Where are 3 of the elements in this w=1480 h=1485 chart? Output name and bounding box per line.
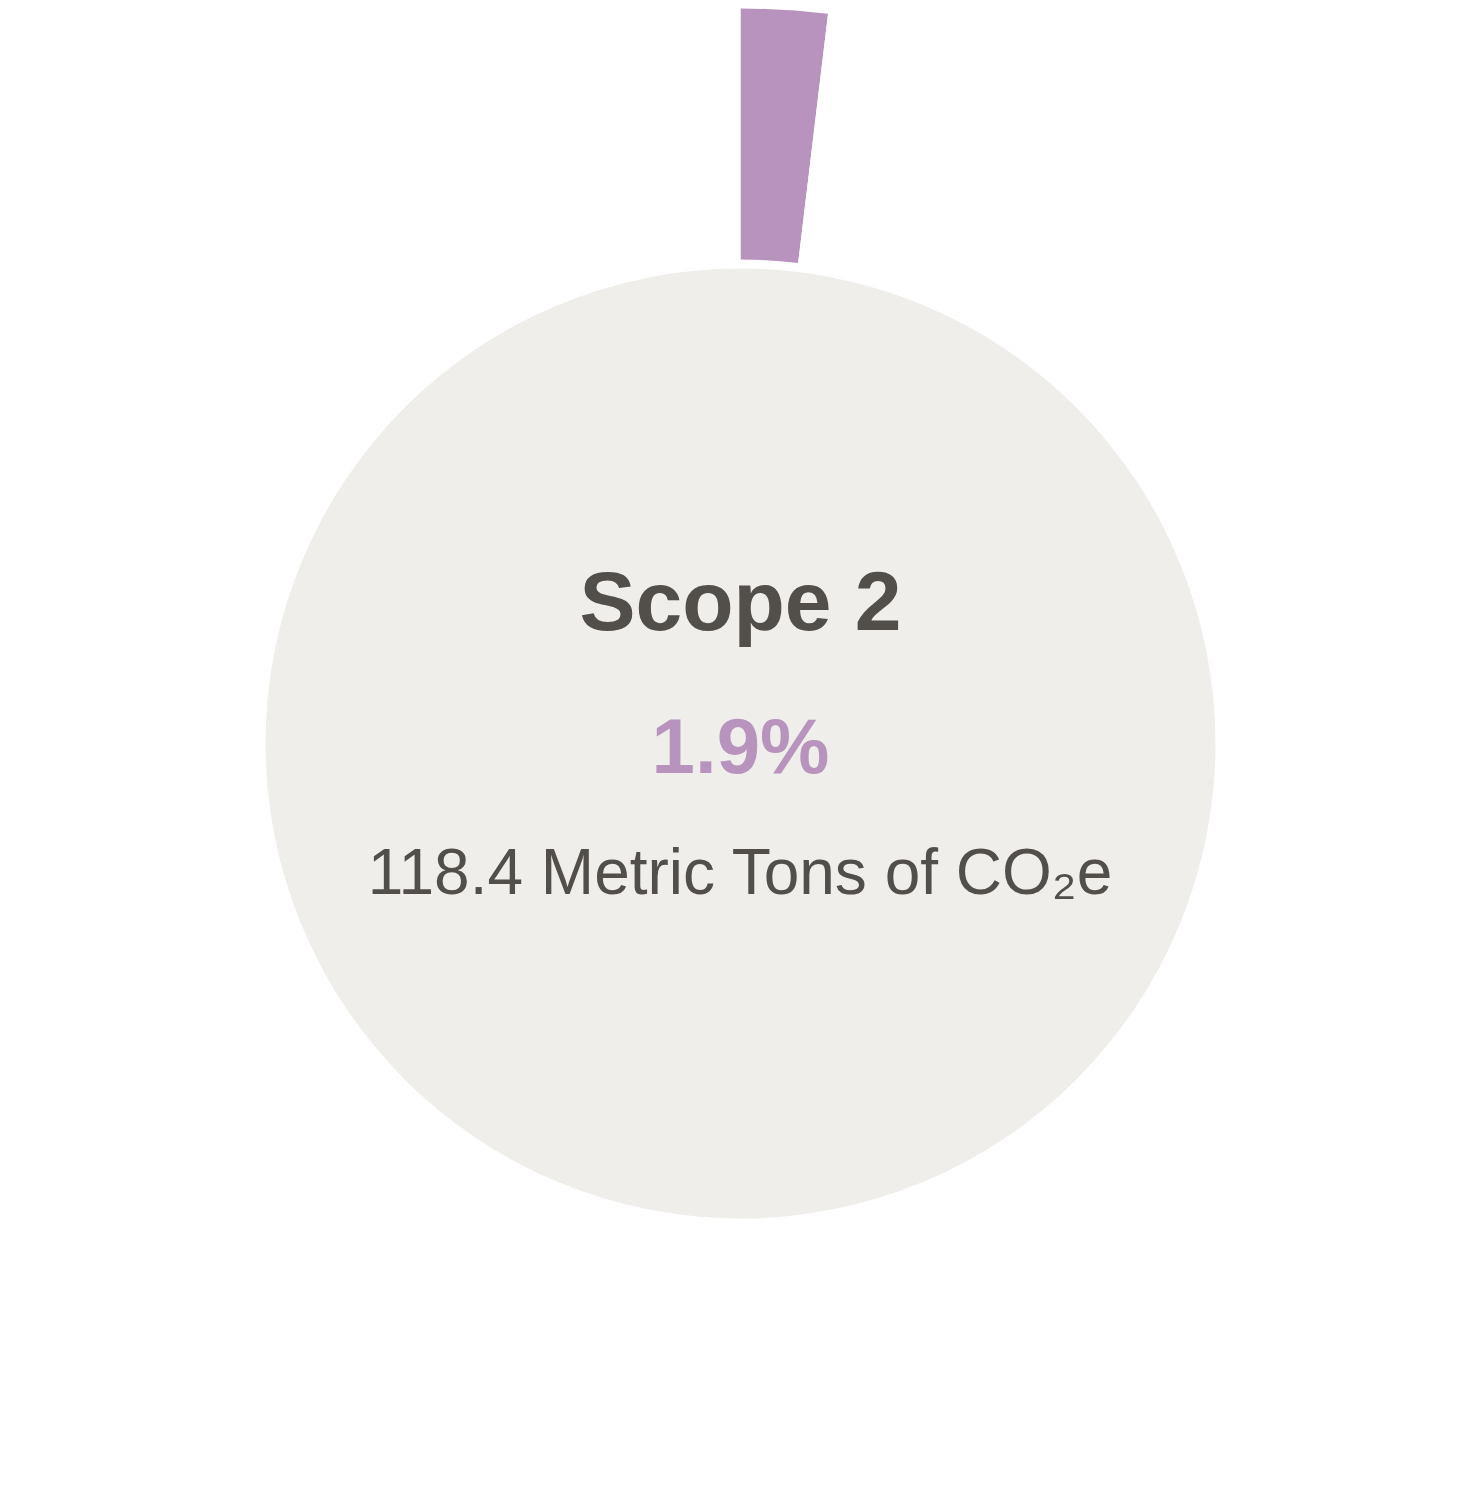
text: 118.4 Metric Tons of CO₂e [367,835,1113,908]
data-label: 1.9% [651,701,830,790]
slice-label: Scope 2 [579,553,902,648]
